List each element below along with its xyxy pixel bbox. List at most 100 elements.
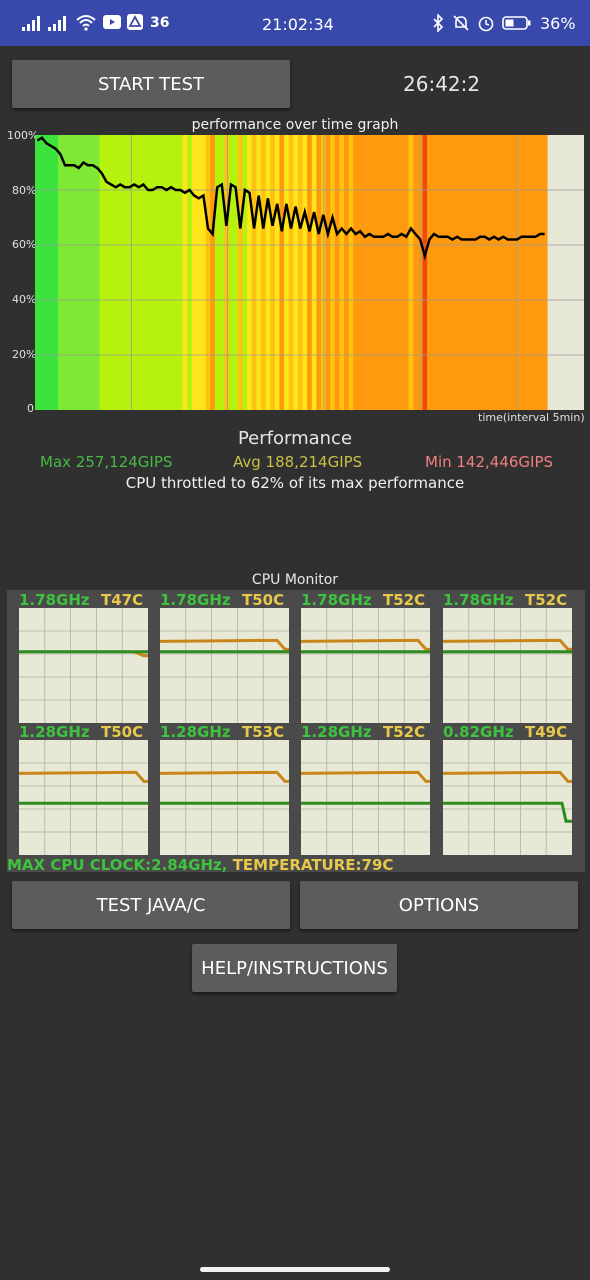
heatmap-strip bbox=[228, 135, 234, 410]
heatmap-strip bbox=[440, 135, 447, 410]
core-1-frequency: 1.78GHz bbox=[19, 591, 90, 609]
mute-icon bbox=[453, 15, 469, 31]
y-tick-60: 60% bbox=[12, 238, 37, 251]
test-java-c-button[interactable]: TEST JAVA/C bbox=[12, 881, 290, 929]
heatmap-strip bbox=[224, 135, 230, 410]
heatmap-strip bbox=[491, 135, 497, 410]
youtube-icon bbox=[103, 15, 121, 29]
heatmap-strip bbox=[385, 135, 391, 410]
max-performance: Max 257,124GIPS bbox=[40, 453, 173, 471]
heatmap-strip bbox=[487, 135, 493, 410]
heatmap-strip bbox=[482, 135, 488, 410]
heatmap-strip bbox=[237, 135, 244, 410]
heatmap-strip bbox=[187, 135, 193, 410]
heatmap-strip bbox=[463, 135, 470, 410]
heatmap-strip bbox=[330, 135, 336, 410]
core-graph-background bbox=[301, 608, 430, 723]
heatmap-strip bbox=[302, 135, 308, 410]
heatmap-strip bbox=[71, 135, 78, 410]
heatmap-strip bbox=[528, 135, 534, 410]
heatmap-strip bbox=[500, 135, 507, 410]
network-label: 36 bbox=[150, 15, 170, 31]
min-performance: Min 142,446GIPS bbox=[425, 453, 554, 471]
heatmap-strip bbox=[136, 135, 142, 410]
options-button[interactable]: OPTIONS bbox=[300, 881, 578, 929]
heatmap-strip bbox=[270, 135, 276, 410]
signal-icon bbox=[22, 16, 40, 31]
heatmap-strip bbox=[164, 135, 170, 410]
x-axis-label: time(interval 5min) bbox=[478, 411, 585, 424]
heatmap-strip bbox=[219, 135, 225, 410]
heatmap-strip bbox=[367, 135, 373, 410]
heatmap-strip bbox=[251, 135, 257, 410]
core-2-graph bbox=[159, 608, 289, 723]
core-5-graph bbox=[18, 740, 148, 855]
throttle-note: CPU throttled to 62% of its max performa… bbox=[125, 474, 465, 492]
heatmap-strip bbox=[413, 135, 419, 410]
heatmap-strip bbox=[265, 135, 271, 410]
heatmap-strip bbox=[422, 135, 428, 410]
core-5-temperature: T50C bbox=[101, 723, 144, 741]
heatmap-strip bbox=[348, 135, 354, 410]
core-7-graph bbox=[300, 740, 430, 855]
heatmap-strip bbox=[533, 135, 539, 410]
heatmap-strip bbox=[505, 135, 511, 410]
core-4-temperature: T52C bbox=[525, 591, 568, 609]
heatmap-strip bbox=[85, 135, 91, 410]
core-graph-background bbox=[301, 740, 430, 855]
heatmap-strip bbox=[427, 135, 433, 410]
heatmap-strip bbox=[399, 135, 405, 410]
heatmap-strip bbox=[90, 135, 96, 410]
heatmap-strip bbox=[76, 135, 82, 410]
timer: 26:42:2 bbox=[403, 72, 481, 96]
heatmap-strip bbox=[537, 135, 543, 410]
heatmap-strip bbox=[191, 135, 198, 410]
y-tick-100: 100% bbox=[7, 129, 39, 142]
y-tick-0: 0 bbox=[27, 402, 34, 415]
heatmap-strip bbox=[44, 135, 50, 410]
gesture-nav-handle[interactable] bbox=[200, 1267, 390, 1272]
core-7-frequency: 1.28GHz bbox=[301, 723, 372, 741]
temperature-line bbox=[159, 770, 289, 783]
y-tick-40: 40% bbox=[12, 293, 37, 306]
heatmap-strip bbox=[94, 135, 101, 410]
heatmap-strip bbox=[288, 135, 294, 410]
core-8-graph bbox=[442, 740, 572, 855]
heatmap-strip bbox=[362, 135, 368, 410]
cpu-monitor-title: CPU Monitor bbox=[251, 572, 339, 588]
heatmap-strip bbox=[436, 135, 442, 410]
help-instructions-button[interactable]: HELP/INSTRUCTIONS bbox=[192, 944, 397, 992]
heatmap-strip bbox=[173, 135, 179, 410]
heatmap-strip bbox=[205, 135, 211, 410]
heatmap-strip bbox=[256, 135, 262, 410]
core-graph-background bbox=[160, 608, 289, 723]
heatmap-strip bbox=[196, 135, 202, 410]
heatmap-strip bbox=[316, 135, 322, 410]
heatmap-strip bbox=[131, 135, 138, 410]
heatmap-strip bbox=[297, 135, 304, 410]
temperature-line bbox=[300, 638, 430, 651]
start-test-button[interactable]: START TEST bbox=[12, 60, 290, 108]
core-4-frequency: 1.78GHz bbox=[443, 591, 514, 609]
core-7-temperature: T52C bbox=[383, 723, 426, 741]
core-5-frequency: 1.28GHz bbox=[19, 723, 90, 741]
heatmap-strip bbox=[247, 135, 253, 410]
heatmap-strip bbox=[519, 135, 525, 410]
heatmap-strip bbox=[445, 135, 451, 410]
core-graph-background bbox=[160, 740, 289, 855]
heatmap-strip bbox=[404, 135, 410, 410]
heatmap-strip bbox=[67, 135, 73, 410]
heatmap-strip bbox=[39, 135, 45, 410]
heatmap-strip bbox=[201, 135, 207, 410]
core-graph-background bbox=[443, 740, 572, 855]
y-tick-20: 20% bbox=[12, 348, 37, 361]
heatmap-strip bbox=[514, 135, 520, 410]
heatmap-strip bbox=[113, 135, 119, 410]
heatmap-strip bbox=[127, 135, 133, 410]
temperature-line bbox=[300, 770, 430, 783]
core-graph-background bbox=[19, 608, 148, 723]
max-temperature: TEMPERATURE:79C bbox=[232, 856, 394, 874]
heatmap-strip bbox=[431, 135, 437, 410]
heatmap-strip bbox=[242, 135, 248, 410]
core-8-temperature: T49C bbox=[525, 723, 568, 741]
